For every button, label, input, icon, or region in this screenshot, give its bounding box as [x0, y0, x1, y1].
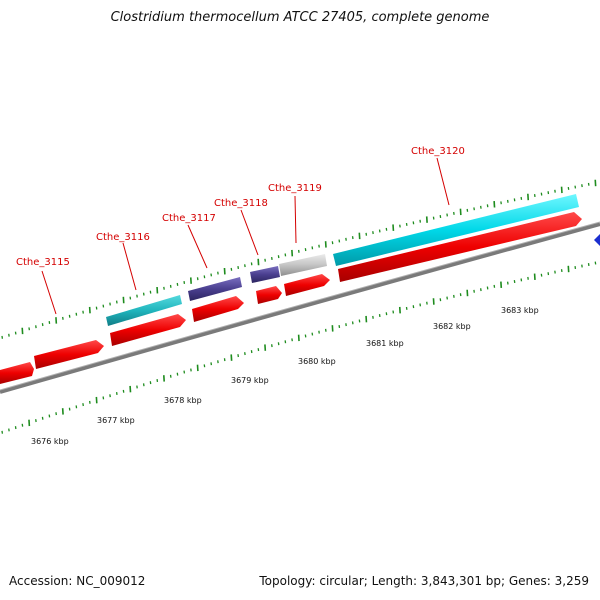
kbp-labels: 3676 kbp 3677 kbp 3678 kbp 3679 kbp 3680…	[31, 306, 539, 446]
kbp-label-3680: 3680 kbp	[298, 357, 336, 366]
feature-teal-3116	[106, 295, 182, 326]
gene-label-3116: Cthe_3116	[96, 232, 150, 243]
leader-3120	[436, 157, 450, 206]
cds-arrow-3120	[338, 212, 582, 282]
upper-tick-row	[1, 179, 597, 339]
feature-purple-3118	[250, 266, 280, 283]
genome-backbone-highlight	[0, 221, 600, 391]
cds-arrow-3119	[284, 274, 330, 296]
gene-labels: Cthe_3115 Cthe_3116 Cthe_3117 Cthe_3118 …	[16, 146, 465, 268]
leader-3118	[240, 209, 259, 256]
leader-3117	[187, 224, 208, 269]
cds-arrow-3117	[192, 296, 244, 322]
kbp-label-3682: 3682 kbp	[433, 322, 471, 331]
feature-purple-3117	[188, 277, 242, 301]
kbp-label-3679: 3679 kbp	[231, 376, 269, 385]
map-title: Clostridium thermocellum ATCC 27405, com…	[110, 10, 490, 25]
genome-backbone	[0, 222, 600, 394]
feature-gray-3119	[279, 254, 327, 276]
kbp-label-3683: 3683 kbp	[501, 306, 539, 315]
lower-tick-row	[1, 261, 597, 434]
kbp-label-3678: 3678 kbp	[164, 396, 202, 405]
cds-track	[0, 212, 582, 384]
cds-arrow-3118	[256, 286, 282, 304]
cds-arrow-3115	[34, 340, 104, 369]
gene-label-3117: Cthe_3117	[162, 213, 216, 224]
leader-3115	[41, 270, 57, 315]
cds-arrow-3116	[110, 314, 186, 346]
leader-3116	[122, 242, 137, 291]
gene-leaders	[41, 157, 450, 315]
outer-feature-track	[106, 194, 579, 326]
gene-label-3118: Cthe_3118	[214, 198, 268, 209]
accession-text: Accession: NC_009012	[9, 574, 146, 588]
leader-3119	[294, 195, 297, 244]
kbp-label-3676: 3676 kbp	[31, 437, 69, 446]
cds-arrow-left-edge	[0, 362, 34, 384]
feature-cyan-3120	[333, 194, 579, 266]
genome-summary-text: Topology: circular; Length: 3,843,301 bp…	[259, 574, 589, 588]
gene-label-3115: Cthe_3115	[16, 257, 70, 268]
feature-blue-edge	[594, 234, 600, 246]
kbp-label-3681: 3681 kbp	[366, 339, 404, 348]
kbp-label-3677: 3677 kbp	[97, 416, 135, 425]
gene-label-3120: Cthe_3120	[411, 146, 465, 157]
gene-label-3119: Cthe_3119	[268, 183, 322, 194]
